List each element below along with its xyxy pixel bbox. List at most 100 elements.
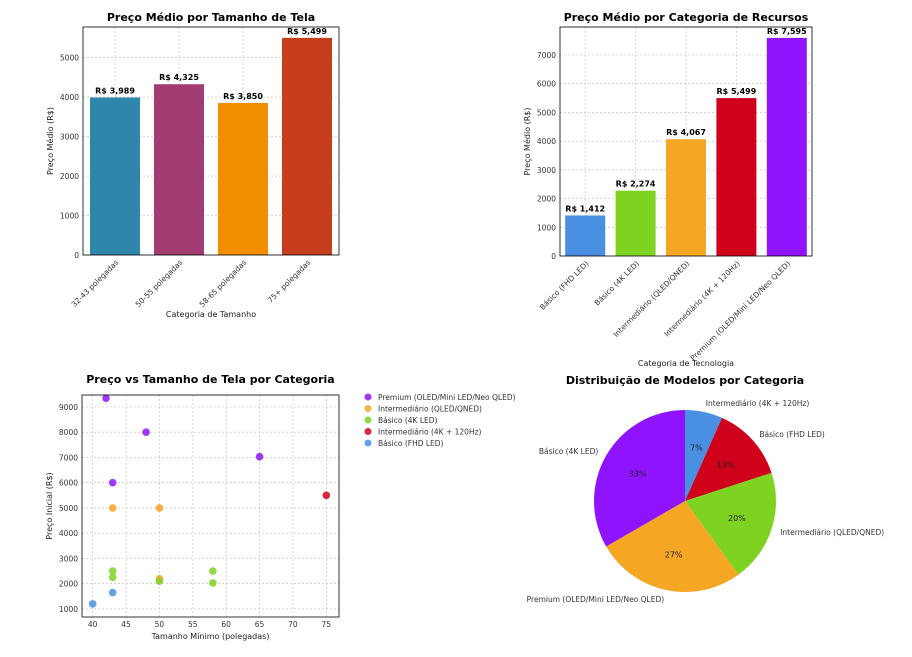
data-label: R$ 1,412	[565, 204, 605, 213]
x-tick-label: 70	[288, 620, 298, 629]
y-tick-label: 0	[551, 252, 556, 261]
scatter-point	[155, 577, 164, 585]
chart-title: Preço vs Tamanho de Tela por Categoria	[86, 373, 334, 386]
data-label: R$ 7,595	[767, 27, 807, 36]
axes-frame	[82, 26, 340, 256]
data-label: R$ 5,499	[287, 27, 327, 36]
scatter-point	[209, 567, 217, 575]
x-tick-label: Premium (OLED/Mini LED/Neo QLED)	[689, 259, 793, 363]
legend-label: Básico (4K LED)	[378, 416, 438, 425]
data-label: R$ 5,499	[716, 87, 756, 96]
legend-label: Básico (FHD LED)	[378, 439, 444, 448]
x-axis-label: Categoria de Tecnologia	[638, 359, 734, 368]
y-tick-label: 1000	[537, 223, 556, 232]
y-tick-label: 1000	[60, 212, 79, 221]
pie-chart: 7% Intermediário (4K + 120Hz) 13% Básico (F…	[527, 374, 885, 604]
legend-marker	[364, 405, 372, 412]
scatter-point	[142, 428, 150, 437]
pie-label: Intermediário (4K + 120Hz)	[706, 399, 810, 408]
y-tick-label: 3000	[59, 554, 78, 563]
x-tick-label: Básico (FHD LED)	[538, 259, 591, 312]
scatter-point	[108, 567, 117, 575]
x-tick-label: 75	[322, 620, 332, 629]
y-tick-label: 5000	[59, 504, 78, 513]
x-tick-label: 32-43 polegadas	[70, 258, 121, 309]
data-label: R$ 3,989	[95, 86, 135, 95]
scatter-chart: 40 45 50 55 60 65 70 75 1000 2000 3000 4000 5000 6000…	[45, 373, 516, 641]
scatter-point	[108, 588, 117, 597]
x-tick-label: Básico (4K LED)	[593, 259, 641, 307]
pie-slice	[685, 472, 776, 575]
chart-title: Preço Médio por Tamanho de Tela	[107, 11, 315, 24]
y-tick-label: 4000	[537, 137, 556, 146]
legend-label: Intermediário (4K + 120Hz)	[378, 428, 482, 437]
y-tick-label: 7000	[537, 51, 556, 60]
pie-slice	[606, 501, 739, 592]
y-tick-label: 3000	[60, 133, 79, 142]
bar	[565, 215, 606, 256]
bar	[218, 102, 268, 255]
legend-label: Premium (OLED/Mini LED/Neo QLED)	[378, 393, 516, 402]
pie-label: Básico (FHD LED)	[759, 430, 825, 439]
bar-chart-0: 0 1000 2000 3000 4000 5000 R$ 3,989 32-43 poleg…	[45, 11, 340, 319]
y-axis-label: Preço Médio (R$)	[45, 107, 55, 175]
y-tick-label: 2000	[60, 172, 79, 181]
scatter-point	[108, 504, 117, 512]
scatter-point	[209, 579, 217, 587]
pie-label: Intermediário (QLED/QNED)	[780, 528, 884, 537]
x-tick-label: 58-65 polegadas	[198, 258, 249, 309]
y-tick-label: 3000	[537, 166, 556, 175]
x-tick-label: 50-55 polegadas	[134, 258, 185, 309]
x-tick-label: 60	[221, 620, 231, 629]
scatter-point	[322, 491, 331, 500]
y-tick-label: 4000	[60, 93, 79, 102]
scatter-point	[255, 452, 264, 461]
bar-chart-1: 0 1000 2000 3000 4000 5000 6000 7000 R$ 1,412 Bás…	[522, 11, 813, 368]
axes-frame	[81, 394, 340, 618]
bar	[154, 84, 204, 255]
data-label: R$ 3,850	[223, 92, 263, 101]
x-axis-label: Tamanho Mínimo (polegadas)	[151, 632, 270, 641]
y-tick-label: 9000	[59, 403, 78, 412]
y-tick-label: 2000	[537, 195, 556, 204]
y-tick-label: 8000	[59, 428, 78, 437]
bar	[615, 190, 656, 256]
y-tick-label: 6000	[537, 80, 556, 89]
data-label: R$ 2,274	[616, 180, 656, 189]
pie-slice	[685, 417, 772, 501]
y-tick-label: 6000	[59, 479, 78, 488]
bar	[666, 139, 706, 256]
y-tick-label: 5000	[537, 108, 556, 117]
scatter-point	[102, 394, 110, 402]
pie-pct-label: 27%	[665, 550, 683, 559]
bar	[716, 98, 757, 256]
x-tick-label: 50	[155, 620, 165, 629]
legend-marker	[364, 428, 372, 435]
x-axis-label: Categoria de Tamanho	[166, 310, 256, 319]
y-axis-label: Preço Inicial (R$)	[45, 472, 54, 539]
data-label: R$ 4,067	[666, 128, 706, 137]
y-axis-label: Preço Médio (R$)	[522, 107, 532, 175]
y-tick-label: 4000	[59, 529, 78, 538]
pie-slice	[594, 410, 685, 547]
x-tick-label: 75+ polegadas	[266, 258, 313, 305]
pie-label: Premium (OLED/Mini LED/Neo QLED)	[527, 595, 665, 604]
legend-marker	[364, 393, 372, 401]
chart-title: Distribuição de Modelos por Categoria	[566, 374, 804, 387]
pie-pct-label: 13%	[717, 460, 735, 469]
legend-marker	[364, 416, 372, 424]
y-tick-label: 5000	[60, 54, 79, 63]
pie-label: Básico (4K LED)	[539, 447, 599, 456]
scatter-point	[108, 478, 117, 487]
legend-marker	[364, 439, 372, 447]
x-tick-label: 55	[188, 620, 198, 629]
y-tick-label: 0	[74, 251, 79, 260]
scatter-point	[155, 504, 164, 512]
bar	[90, 97, 140, 256]
pie-pct-label: 33%	[629, 470, 647, 479]
chart-title: Preço Médio por Categoria de Recursos	[564, 11, 809, 24]
pie-pct-label: 7%	[690, 444, 703, 453]
y-tick-label: 1000	[59, 605, 78, 614]
axes-frame	[559, 26, 813, 257]
